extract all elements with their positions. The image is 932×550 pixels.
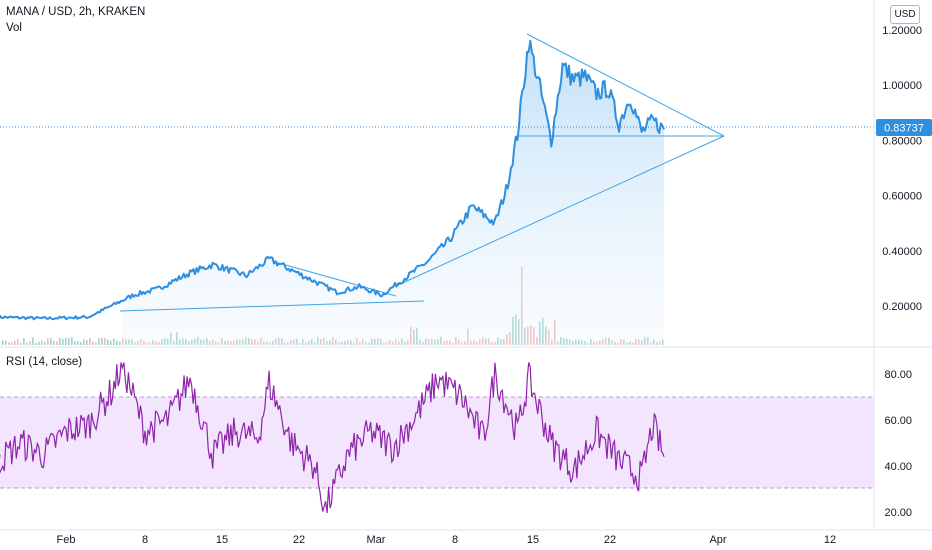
- volume-bar: [59, 337, 61, 345]
- volume-bar: [116, 340, 118, 345]
- volume-bar: [35, 342, 37, 345]
- volume-bar: [89, 338, 91, 345]
- time-tick-label: 12: [824, 534, 836, 546]
- triangle-upper-line[interactable]: [526, 33, 725, 137]
- volume-bar: [110, 340, 112, 345]
- volume-bar: [2, 340, 4, 345]
- volume-bar: [29, 341, 31, 345]
- volume-bar: [53, 341, 55, 345]
- volume-bar: [26, 342, 28, 345]
- price-tick-label: 0.60000: [882, 191, 922, 203]
- volume-bar: [38, 341, 40, 345]
- price-line[interactable]: [0, 39, 666, 321]
- rsi-line[interactable]: [0, 362, 665, 514]
- volume-bar: [56, 341, 58, 345]
- triangle-lower-line[interactable]: [395, 135, 725, 287]
- rsi-legend[interactable]: RSI (14, close): [6, 356, 83, 368]
- volume-bar: [113, 338, 115, 345]
- feb-lower-line[interactable]: [119, 300, 425, 312]
- volume-bar: [47, 338, 49, 345]
- trendlines[interactable]: [119, 33, 725, 312]
- volume-bar: [92, 341, 94, 345]
- volume-bar: [11, 342, 13, 345]
- price-pane[interactable]: [0, 33, 874, 346]
- time-tick-label: 8: [142, 534, 148, 546]
- time-tick-label: 22: [293, 534, 305, 546]
- volume-bar: [77, 341, 79, 345]
- time-tick-label: Apr: [709, 534, 726, 546]
- time-tick-label: 22: [604, 534, 616, 546]
- price-axis[interactable]: 1.20000 1.00000 0.80000 0.60000 0.40000 0.200…: [882, 25, 922, 313]
- volume-bar: [62, 338, 64, 345]
- price-area-fill: [122, 40, 665, 346]
- time-tick-label: Mar: [367, 534, 386, 546]
- rsi-band: [0, 397, 874, 488]
- volume-bar: [17, 339, 19, 345]
- rsi-axis[interactable]: 80.00 60.00 40.00 20.00: [884, 369, 912, 519]
- volume-bar: [119, 341, 121, 345]
- time-tick-label: 15: [527, 534, 539, 546]
- volume-bar: [95, 342, 97, 345]
- price-tick-label: 0.80000: [882, 135, 922, 147]
- volume-bar: [5, 340, 7, 345]
- time-tick-label: 15: [216, 534, 228, 546]
- price-tick-label: 0.20000: [882, 301, 922, 313]
- volume-legend[interactable]: Vol: [6, 22, 22, 34]
- time-tick-label: Feb: [57, 534, 76, 546]
- volume-bar: [44, 341, 46, 345]
- volume-bar: [14, 340, 16, 345]
- rsi-tick-label: 80.00: [884, 369, 912, 381]
- volume-bar: [41, 340, 43, 345]
- volume-bar: [65, 337, 67, 345]
- volume-bar: [20, 342, 22, 345]
- rsi-tick-label: 40.00: [884, 461, 912, 473]
- price-tick-label: 1.20000: [882, 25, 922, 37]
- last-price-badge: 0.83737: [876, 119, 932, 136]
- volume-bar: [86, 340, 88, 345]
- volume-bar: [8, 342, 10, 345]
- price-tick-label: 0.40000: [882, 246, 922, 258]
- rsi-tick-label: 20.00: [884, 507, 912, 519]
- volume-bar: [32, 337, 34, 345]
- volume-bar: [23, 337, 25, 345]
- rsi-pane[interactable]: [0, 362, 874, 514]
- currency-button[interactable]: USD: [890, 5, 920, 24]
- time-tick-label: 8: [452, 534, 458, 546]
- time-axis[interactable]: Feb 8 15 22 Mar 8 15 22 Apr 12: [57, 534, 837, 546]
- price-tick-label: 1.00000: [882, 80, 922, 92]
- feb-upper-line[interactable]: [274, 261, 397, 297]
- volume-bar: [71, 337, 73, 345]
- volume-bar: [101, 337, 103, 345]
- volume-bar: [80, 342, 82, 345]
- last-price-value: 0.83737: [884, 123, 924, 135]
- volume-bar: [83, 339, 85, 345]
- volume-bar: [107, 339, 109, 345]
- volume-bar: [74, 341, 76, 345]
- volume-bar: [68, 338, 70, 345]
- rsi-tick-label: 60.00: [884, 415, 912, 427]
- volume-bar: [104, 338, 106, 345]
- volume-bar: [50, 337, 52, 345]
- volume-bar: [98, 338, 100, 345]
- symbol-legend[interactable]: MANA / USD, 2h, KRAKEN: [6, 6, 146, 18]
